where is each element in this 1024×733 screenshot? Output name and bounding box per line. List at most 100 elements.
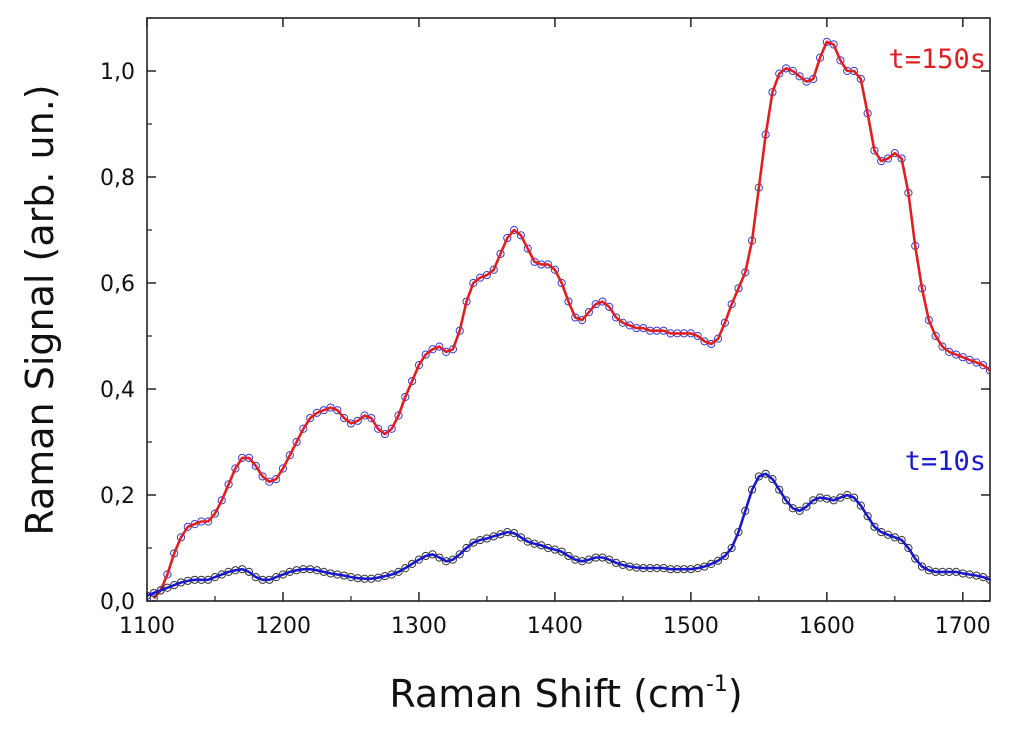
data-point bbox=[863, 512, 872, 521]
data-point bbox=[700, 337, 709, 346]
data-point bbox=[183, 522, 192, 531]
data-point bbox=[258, 472, 267, 481]
data-point bbox=[727, 543, 736, 553]
data-point bbox=[564, 551, 573, 561]
data-point bbox=[931, 331, 940, 341]
data-point bbox=[849, 493, 859, 502]
data-point bbox=[333, 406, 342, 415]
data-point bbox=[781, 496, 791, 505]
x-axis-title: Raman Shift (cm-1) bbox=[389, 672, 742, 716]
data-point bbox=[856, 501, 865, 510]
x-axis-title-superscript: -1 bbox=[706, 672, 728, 697]
data-point bbox=[584, 308, 593, 317]
data-point bbox=[713, 556, 723, 565]
data-point bbox=[353, 416, 362, 425]
data-point bbox=[945, 347, 954, 356]
data-point bbox=[605, 302, 614, 311]
data-point bbox=[768, 475, 777, 484]
data-point bbox=[360, 411, 369, 420]
data-point bbox=[713, 334, 723, 343]
series-line bbox=[152, 40, 990, 600]
data-point bbox=[231, 464, 240, 473]
data-point bbox=[917, 562, 927, 571]
data-point bbox=[455, 550, 464, 559]
data-point bbox=[775, 485, 784, 494]
data-point bbox=[938, 342, 947, 351]
data-point bbox=[523, 244, 532, 253]
data-point bbox=[883, 154, 893, 163]
data-point bbox=[306, 414, 315, 423]
data-point bbox=[251, 461, 260, 470]
data-point bbox=[985, 366, 990, 375]
data-point bbox=[217, 496, 226, 505]
data-point bbox=[272, 475, 281, 484]
plot-frame bbox=[146, 17, 991, 602]
y-tick-label: 0,8 bbox=[100, 166, 135, 191]
data-point bbox=[326, 403, 335, 412]
data-point bbox=[911, 554, 920, 563]
data-point bbox=[870, 522, 879, 531]
data-point bbox=[571, 313, 580, 322]
data-point bbox=[503, 233, 512, 243]
x-tick-label: 1600 bbox=[799, 614, 855, 639]
data-point bbox=[809, 496, 818, 505]
data-point bbox=[979, 361, 988, 370]
x-axis-title-main: Raman Shift (cm bbox=[389, 672, 706, 716]
y-tick-label: 1,0 bbox=[100, 60, 135, 85]
data-point bbox=[618, 318, 627, 327]
data-point bbox=[550, 265, 560, 274]
data-point bbox=[822, 37, 831, 46]
data-point bbox=[802, 502, 811, 511]
data-point bbox=[904, 543, 913, 553]
y-tick-label: 0,2 bbox=[100, 484, 135, 509]
data-point bbox=[176, 533, 186, 542]
data-point bbox=[720, 551, 729, 561]
data-point bbox=[414, 555, 424, 564]
data-point bbox=[489, 265, 498, 274]
data-point bbox=[414, 361, 424, 370]
data-point bbox=[401, 564, 410, 573]
data-point bbox=[224, 480, 233, 489]
y-tick-label: 0,4 bbox=[100, 378, 135, 403]
data-point bbox=[510, 225, 519, 235]
x-tick-label: 1500 bbox=[663, 614, 719, 639]
data-point bbox=[897, 535, 906, 545]
data-point bbox=[421, 350, 430, 359]
data-point bbox=[482, 270, 492, 280]
data-point bbox=[285, 451, 294, 460]
data-point bbox=[210, 509, 220, 518]
data-point bbox=[611, 313, 621, 322]
data-point bbox=[387, 424, 396, 433]
data-point bbox=[394, 567, 403, 576]
data-point bbox=[761, 469, 770, 478]
data-point bbox=[836, 56, 845, 65]
data-point bbox=[340, 414, 349, 423]
data-point bbox=[346, 419, 356, 428]
data-point bbox=[985, 575, 990, 584]
data-point bbox=[496, 249, 505, 258]
x-tick-label: 1400 bbox=[527, 614, 583, 639]
data-point bbox=[408, 376, 417, 386]
data-point bbox=[147, 591, 152, 600]
data-point bbox=[380, 429, 390, 439]
data-point bbox=[374, 424, 383, 433]
series-label: t=10s bbox=[905, 446, 986, 477]
y-tick-label: 0,6 bbox=[100, 272, 135, 297]
data-point bbox=[781, 64, 791, 73]
data-point bbox=[516, 231, 526, 240]
data-point bbox=[299, 424, 308, 433]
data-point bbox=[802, 77, 811, 86]
data-point bbox=[435, 553, 444, 562]
y-axis-title: Raman Signal (arb. un.) bbox=[18, 84, 62, 535]
data-point bbox=[788, 504, 797, 513]
data-point bbox=[598, 297, 607, 306]
data-point bbox=[278, 464, 288, 473]
x-tick-label: 1700 bbox=[935, 614, 991, 639]
data-point bbox=[462, 543, 471, 553]
x-tick-label: 1200 bbox=[255, 614, 311, 639]
series-line bbox=[147, 472, 990, 597]
data-point bbox=[469, 538, 478, 547]
x-tick-label: 1100 bbox=[119, 614, 175, 639]
x-axis-title-suffix: ) bbox=[728, 672, 743, 716]
